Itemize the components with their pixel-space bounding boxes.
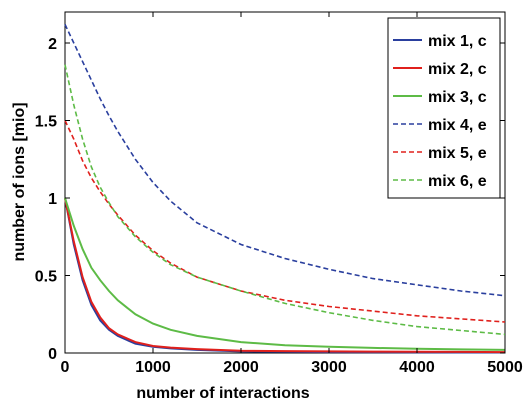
legend-label-1: mix 1, c [428, 33, 487, 50]
x-axis-label: number of interactions [136, 385, 309, 402]
y-axis-ticks: 0 0.5 1 1.5 2 [35, 36, 505, 363]
x-tick-label: 5000 [487, 359, 523, 376]
y-tick-label: 1.5 [35, 114, 57, 131]
legend-label-2: mix 2, c [428, 61, 487, 78]
legend-box [387, 17, 501, 199]
series-line-5 [64, 120, 506, 323]
y-tick-label: 2 [48, 36, 57, 53]
y-tick-label: 0 [48, 346, 57, 363]
legend-label-5: mix 5, e [428, 145, 487, 162]
legend: mix 1, c mix 2, c mix 3, c mix 4, e mix 5, e… [387, 17, 501, 199]
legend-label-4: mix 4, e [428, 117, 487, 134]
series-line-6 [64, 64, 506, 336]
x-axis-ticks: 0 1000 2000 3000 4000 5000 [61, 12, 523, 376]
series-line-3 [64, 197, 506, 351]
y-axis-label: number of ions [mio] [11, 102, 28, 261]
series-lines [64, 24, 506, 354]
x-tick-label: 4000 [399, 359, 435, 376]
legend-label-3: mix 3, c [428, 89, 487, 106]
x-tick-label: 3000 [311, 359, 347, 376]
x-tick-label: 1000 [135, 359, 171, 376]
series-line-2 [64, 197, 506, 354]
series-line-4 [64, 24, 506, 297]
x-tick-label: 2000 [223, 359, 259, 376]
y-tick-label: 1 [48, 191, 57, 208]
y-tick-label: 0.5 [35, 269, 57, 286]
legend-label-6: mix 6, e [428, 173, 487, 190]
x-tick-label: 0 [61, 359, 70, 376]
